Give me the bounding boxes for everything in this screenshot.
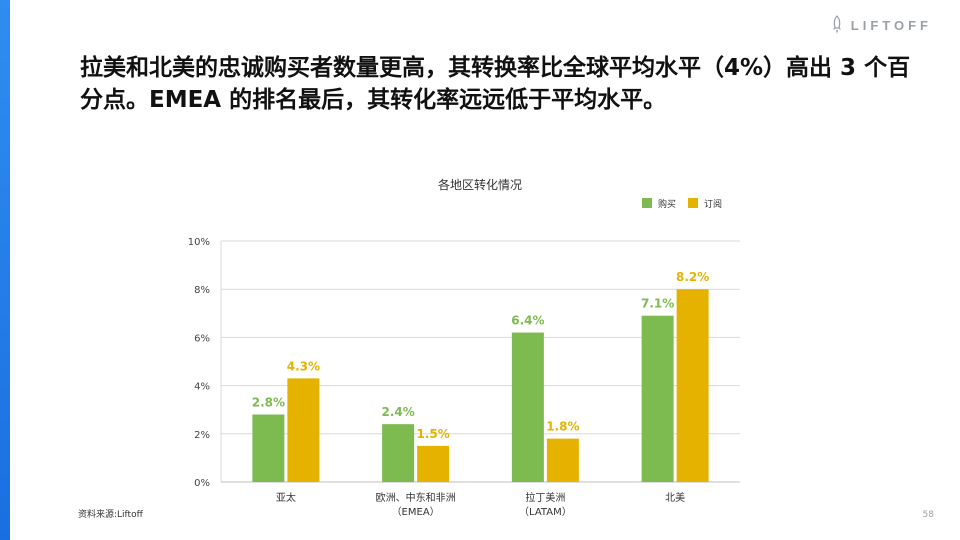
data-label: 8.2% [676, 270, 709, 284]
data-label: 4.3% [287, 359, 320, 373]
legend-label-0: 购买 [658, 198, 676, 210]
page-title: 拉美和北美的忠诚购买者数量更高，其转换率比全球平均水平（4%）高出 3 个百 分… [80, 52, 930, 116]
logo-text: LIFTOFF [850, 17, 932, 33]
data-label: 6.4% [511, 314, 544, 328]
page-number: 58 [922, 510, 934, 520]
accent-bar [0, 0, 10, 540]
x-tick-label: 北美 [665, 491, 685, 504]
y-tick-label: 8% [194, 285, 210, 296]
source-note: 资料来源:Liftoff [78, 510, 143, 520]
y-tick-label: 0% [194, 478, 210, 489]
y-tick-label: 2% [194, 430, 210, 441]
x-tick-label: （LATAM） [519, 506, 572, 518]
bar-purchase [511, 332, 544, 482]
bar-subscription [676, 289, 709, 482]
rocket-icon [832, 15, 841, 34]
chart-title: 各地区转化情况 [438, 177, 522, 192]
x-tick-label: 拉丁美洲 [525, 491, 565, 504]
liftoff-logo: LIFTOFF [831, 14, 932, 36]
data-label: 2.4% [381, 405, 414, 419]
x-tick-label: （EMEA） [392, 506, 440, 518]
data-label: 1.8% [546, 420, 579, 434]
y-tick-label: 6% [194, 333, 210, 344]
x-tick-label: 欧洲、中东和非洲 [376, 491, 456, 504]
data-label: 1.5% [416, 427, 449, 441]
bar-purchase [641, 315, 674, 482]
data-label: 7.1% [641, 297, 674, 311]
legend-label-1: 订阅 [704, 199, 722, 210]
data-label: 2.8% [252, 396, 285, 410]
y-tick-label: 10% [188, 237, 210, 248]
headline-line-2: 分点。EMEA 的排名最后，其转化率远远低于平均水平。 [80, 87, 667, 113]
bar-subscription [546, 438, 579, 482]
y-tick-label: 4% [194, 382, 210, 393]
headline-line-1: 拉美和北美的忠诚购买者数量更高，其转换率比全球平均水平（4%）高出 3 个百 [80, 55, 911, 81]
bar-purchase [252, 414, 285, 482]
bar-subscription [287, 378, 320, 482]
bar-subscription [417, 445, 450, 482]
bar-purchase [382, 424, 415, 482]
legend-swatch-0 [642, 198, 652, 208]
x-tick-label: 亚太 [276, 491, 296, 504]
legend-swatch-1 [688, 198, 698, 208]
